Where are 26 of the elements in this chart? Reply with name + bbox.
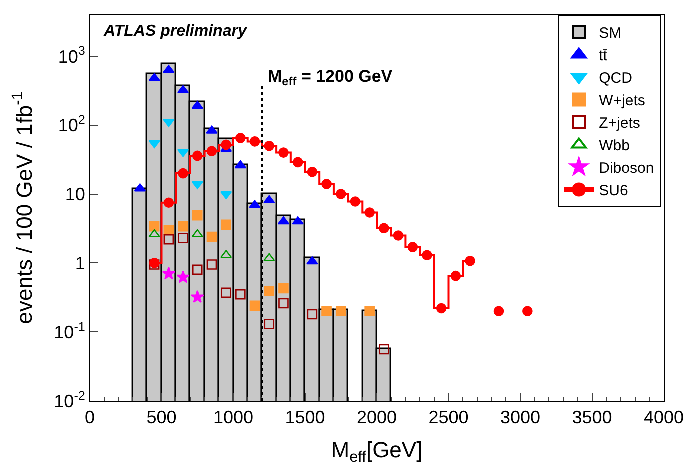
- text: ATLAS preliminary: [103, 23, 248, 40]
- legend-label: SM: [599, 25, 622, 42]
- legend-label: tt̄: [599, 48, 608, 65]
- legend-label: Wbb: [599, 138, 630, 155]
- y-tick-label: 1: [75, 253, 86, 274]
- y-tick-label: 10$^{-1}$: [54, 320, 86, 342]
- x-tick-label: 2500: [428, 408, 469, 428]
- x-tick-label: 0: [84, 408, 96, 428]
- x-tick-label: 4000: [644, 408, 684, 428]
- ref-line-label: M$_{eff}$ = 1200 GeV: [268, 67, 394, 89]
- legend-label: SU6: [599, 182, 628, 200]
- x-tick-label: 2000: [356, 408, 398, 428]
- x-axis-title: M$_{eff}$[GeV]: [331, 438, 423, 466]
- x-tick-label: 1500: [285, 408, 326, 428]
- y-tick-label: 10$^{-2}$: [54, 388, 86, 412]
- legend-label: Diboson: [599, 160, 654, 178]
- y-tick-label: 10: [65, 184, 86, 205]
- x-tick-label: 3500: [572, 408, 612, 428]
- legend-label: Z+jets: [599, 115, 640, 132]
- y-tick-label: 10$^{3}$: [58, 44, 86, 67]
- x-tick-label: 500: [146, 408, 177, 428]
- legend-label: W+jets: [599, 92, 646, 110]
- y-tick-label: 10$^{2}$: [58, 113, 86, 136]
- x-tick-label: 1000: [213, 408, 254, 428]
- legend-label: QCD: [599, 70, 633, 88]
- x-tick-label: 3000: [500, 408, 541, 428]
